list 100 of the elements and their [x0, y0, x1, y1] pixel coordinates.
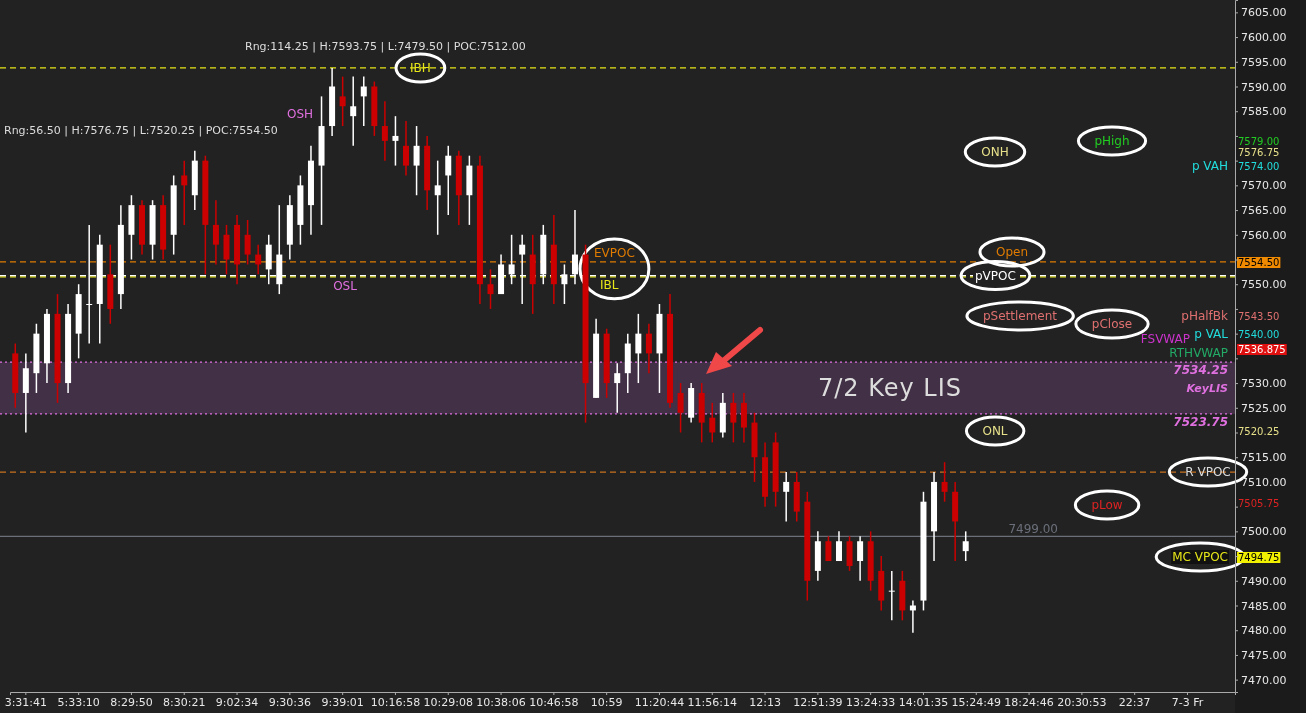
annotation: R VPOC — [1185, 465, 1231, 479]
annotation: pHalfBk — [1181, 309, 1229, 323]
x-tick-label: 10:59 — [590, 695, 623, 709]
candlestick — [413, 125, 420, 196]
candlestick — [445, 145, 452, 216]
x-tick-label: 9:30:36 — [268, 695, 312, 709]
annotation: RTHVWAP — [1169, 346, 1228, 360]
candlestick — [635, 313, 642, 384]
candlestick — [962, 530, 969, 562]
band-label: KeyLIS — [1186, 382, 1229, 396]
x-tick-label: 5:33:10 — [57, 695, 100, 709]
y-tick-label: 7570.00 — [1241, 179, 1287, 193]
x-tick-label: 18:24:46 — [1004, 695, 1054, 709]
annotation: pClose — [1091, 317, 1133, 331]
x-tick-label: 14:01:35 — [898, 695, 949, 709]
ref-line-label: EVPOC — [594, 245, 635, 260]
candlestick — [181, 159, 188, 226]
annotation: pHigh — [1094, 134, 1130, 148]
candlestick — [212, 199, 219, 266]
y-tick-label: 7550.00 — [1241, 278, 1287, 292]
candlestick — [381, 100, 388, 162]
ref-line-label: 7534.25 — [1173, 363, 1228, 378]
annotation: Rng:56.50 | H:7576.75 | L:7520.25 | POC:7554.50 — [4, 124, 278, 137]
x-tick-label: 12:51:39 — [793, 695, 843, 709]
candlestick — [677, 382, 684, 434]
x-tick-label: 8:30:21 — [163, 695, 206, 709]
text: 7576.75 — [1238, 147, 1280, 158]
x-tick-label: 9:02:34 — [215, 695, 259, 709]
x-tick-label: 7-3 Fr — [1171, 695, 1204, 709]
y-tick-label: 7530.00 — [1241, 377, 1287, 391]
x-tick-label: 15:24:49 — [951, 695, 1001, 709]
ref-line-label: IBH — [410, 60, 431, 75]
y-tick-label: 7590.00 — [1241, 80, 1287, 94]
annotation: Open — [995, 245, 1029, 259]
x-tick-label: 10:38:06 — [476, 695, 526, 709]
candlestick — [403, 120, 410, 177]
text: 7579.00 — [1238, 136, 1280, 147]
candlestick — [487, 268, 494, 310]
text: 7505.75 — [1238, 498, 1280, 509]
y-tick-label: 7605.00 — [1241, 6, 1287, 20]
annotation: OSH — [286, 107, 314, 121]
text: 7536.875 — [1238, 344, 1286, 355]
x-tick-label: 10:46:58 — [529, 695, 579, 709]
x-tick-label: 10:16:58 — [370, 695, 421, 709]
x-tick-label: 13:24:33 — [845, 695, 896, 709]
y-tick-label: 7560.00 — [1241, 228, 1287, 242]
x-tick-label: 9:39:01 — [321, 695, 364, 709]
annotation: p VAH — [1191, 159, 1228, 173]
annotation: pSettlement — [982, 309, 1058, 323]
annotation: OSL — [333, 279, 358, 293]
annotation: 7/2 Key LIS — [817, 374, 963, 403]
annotation: ONH — [981, 145, 1009, 159]
y-tick-label: 7565.00 — [1241, 204, 1287, 218]
candlestick — [857, 535, 864, 582]
x-tick-label: 11:20:44 — [634, 695, 685, 709]
x-tick-label: 11:56:14 — [687, 695, 737, 709]
y-tick-label: 7595.00 — [1241, 55, 1287, 69]
x-tick-label: 8:29:50 — [110, 695, 153, 709]
annotation: Rng:114.25 | H:7593.75 | L:7479.50 | POC:7512.00 — [245, 40, 526, 53]
y-tick-label: 7525.00 — [1241, 401, 1287, 415]
ref-line-label: 7523.75 — [1173, 414, 1228, 429]
candlestick — [392, 115, 399, 167]
candlestick — [709, 402, 716, 444]
text: 7540.00 — [1238, 329, 1280, 340]
candlestick — [614, 362, 621, 414]
text: 7543.50 — [1238, 311, 1280, 322]
y-tick-label: 7515.00 — [1241, 451, 1287, 465]
text: 7574.00 — [1238, 161, 1280, 172]
candlestick — [835, 530, 842, 562]
text: 7520.25 — [1238, 426, 1280, 437]
ref-line-label: pVPOC — [975, 268, 1016, 283]
candlestick — [434, 159, 441, 236]
annotation: MC VPOC — [1172, 550, 1228, 564]
y-tick-label: 7585.00 — [1241, 105, 1287, 119]
y-tick-label: 7485.00 — [1241, 599, 1287, 613]
ref-line-label: 7499.00 — [1008, 522, 1058, 537]
x-tick-label: 22:37 — [1118, 695, 1151, 709]
y-tick-label: 7510.00 — [1241, 475, 1287, 489]
candlestick — [783, 471, 790, 523]
x-tick-label: 3:31:41 — [4, 695, 48, 709]
annotation: p VAL — [1194, 327, 1229, 341]
x-tick-label: 12:13 — [749, 695, 781, 709]
x-tick-label: 20:30:53 — [1057, 695, 1107, 709]
y-tick-label: 7600.00 — [1241, 31, 1287, 45]
annotation: FSVWAP — [1140, 332, 1190, 346]
annotation: pLow — [1091, 498, 1123, 512]
candlestick — [360, 75, 367, 127]
ref-line-label: IBL — [600, 277, 619, 292]
y-tick-label: 7470.00 — [1241, 673, 1287, 687]
text: 7494.75 — [1238, 552, 1280, 563]
candlestick — [339, 75, 346, 127]
y-tick-label: 7490.00 — [1241, 574, 1287, 588]
candlestick — [825, 535, 832, 562]
candlestick — [730, 392, 737, 444]
candlestick — [888, 570, 895, 622]
candlestick — [350, 75, 357, 147]
candlestick — [941, 461, 948, 503]
annotation: ONL — [982, 424, 1008, 438]
candlestick — [244, 219, 251, 266]
candlestick — [645, 323, 652, 374]
